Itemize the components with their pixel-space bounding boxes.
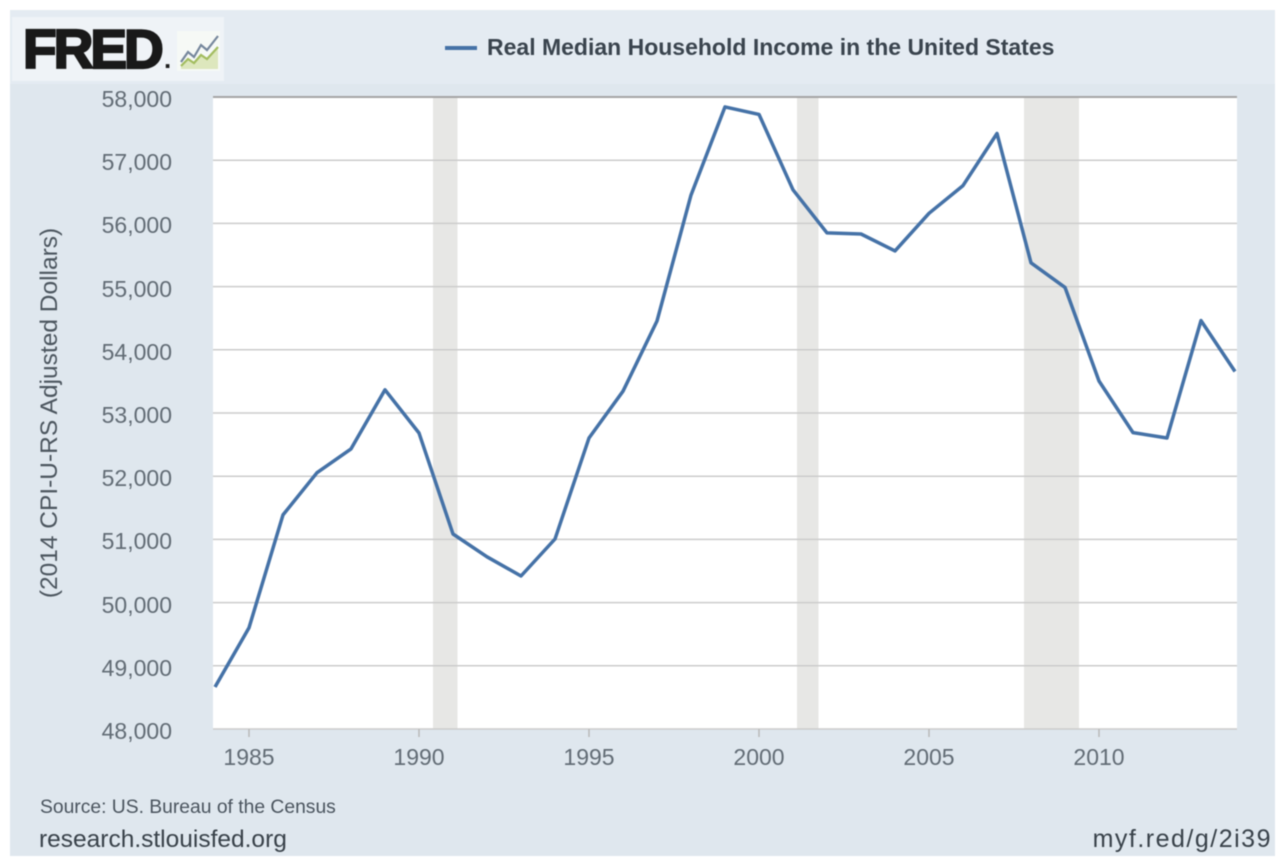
svg-text:52,000: 52,000 [102, 465, 172, 491]
svg-text:2010: 2010 [1073, 744, 1124, 770]
svg-text:49,000: 49,000 [102, 655, 172, 681]
svg-text:research.stlouisfed.org: research.stlouisfed.org [39, 826, 287, 853]
svg-text:1985: 1985 [223, 744, 274, 770]
svg-text:1990: 1990 [393, 744, 444, 770]
svg-text:Source: US. Bureau of the Cens: Source: US. Bureau of the Census [40, 797, 336, 818]
svg-text:1995: 1995 [563, 744, 614, 770]
svg-text:54,000: 54,000 [102, 339, 172, 365]
svg-text:51,000: 51,000 [102, 528, 172, 554]
svg-text:56,000: 56,000 [102, 212, 172, 238]
svg-text:57,000: 57,000 [102, 149, 172, 175]
svg-text:2005: 2005 [903, 744, 954, 770]
svg-text:53,000: 53,000 [102, 402, 172, 428]
svg-text:50,000: 50,000 [102, 592, 172, 618]
svg-text:FRED: FRED [23, 18, 162, 80]
svg-text:2000: 2000 [733, 744, 784, 770]
svg-text:Real Median Household Income i: Real Median Household Income in the Unit… [487, 34, 1054, 60]
svg-text:myf.red/g/2i39: myf.red/g/2i39 [1093, 825, 1272, 853]
svg-text:48,000: 48,000 [102, 718, 172, 744]
svg-text:.: . [164, 44, 171, 74]
svg-text:55,000: 55,000 [102, 276, 172, 302]
svg-text:(2014 CPI-U-RS Adjusted Dollar: (2014 CPI-U-RS Adjusted Dollars) [36, 228, 63, 598]
svg-text:58,000: 58,000 [102, 86, 172, 112]
